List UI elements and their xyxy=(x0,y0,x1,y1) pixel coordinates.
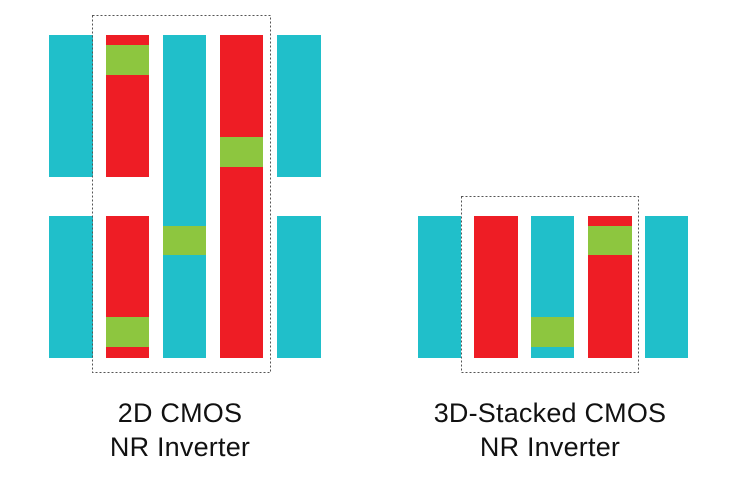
green-segment-col2 xyxy=(531,317,574,347)
cyan-bar-outer-right xyxy=(645,216,688,358)
diagram-2d-cmos xyxy=(49,15,321,373)
cyan-bar-right-top xyxy=(277,35,321,177)
cyan-bar-left-top xyxy=(49,35,93,177)
diagram-3d-stacked-cmos xyxy=(418,196,688,373)
cyan-bar-right-bottom xyxy=(277,216,321,358)
green-segment-col1-bottom xyxy=(106,317,149,347)
caption-3d-line2: NR Inverter xyxy=(479,432,621,462)
green-segment-col2 xyxy=(163,226,206,255)
green-segment-col3 xyxy=(588,226,632,255)
caption-2d-line1: 2D CMOS xyxy=(117,398,243,428)
caption-3d-stacked-cmos: 3D-Stacked CMOS NR Inverter xyxy=(400,396,700,464)
green-segment-col3 xyxy=(220,137,263,167)
cyan-bar-outer-left xyxy=(418,216,461,358)
cyan-bar-left-bottom xyxy=(49,216,93,358)
dotted-outline-3d xyxy=(461,196,639,373)
caption-2d-cmos: 2D CMOS NR Inverter xyxy=(60,396,300,464)
red-bar-col3 xyxy=(220,35,263,358)
dotted-outline-2d xyxy=(92,15,271,373)
red-bar-col1 xyxy=(474,216,518,358)
cyan-bar-col2 xyxy=(163,35,206,358)
green-segment-col1-top xyxy=(106,45,149,75)
caption-3d-line1: 3D-Stacked CMOS xyxy=(433,398,667,428)
caption-2d-line2: NR Inverter xyxy=(109,432,251,462)
